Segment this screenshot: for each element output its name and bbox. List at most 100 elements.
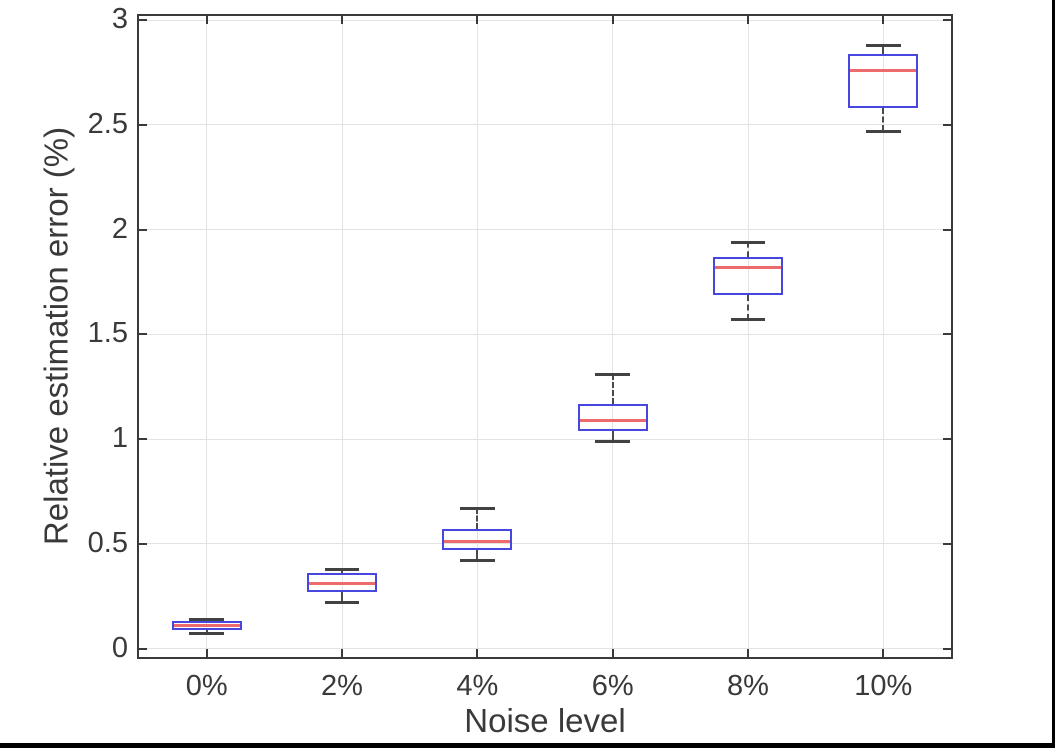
x-tick-top [476,16,479,24]
x-tick-top [611,16,614,24]
box-rect [848,53,919,109]
boxplot-group-10% [139,16,951,657]
box-rect [307,573,377,593]
y-tick-right [943,228,951,231]
whisker-cap-upper [730,240,766,244]
x-tick-label: 4% [456,670,499,702]
x-tick-bottom [205,649,208,657]
x-tick-top [747,16,749,24]
whisker-upper-line [747,242,749,257]
x-gridline [882,16,884,657]
y-gridline [139,648,951,650]
window-frame-bottom [0,743,1055,748]
y-gridline [139,229,951,231]
plot-area [137,14,953,659]
y-tick-left [139,123,147,126]
x-tick-top [341,16,343,24]
y-tick-left [139,19,147,22]
box-rect [713,256,783,295]
median-line [309,582,375,586]
whisker-lower-line [882,108,885,132]
x-tick-label: 0% [185,670,228,702]
y-gridline [139,543,951,545]
x-gridline [341,16,343,657]
box-rect [442,529,513,551]
y-gridline [139,333,951,335]
whisker-lower-line [205,629,208,634]
boxplot-group-2% [139,16,951,657]
median-line [715,265,781,269]
boxplot-group-6% [139,16,951,657]
y-gridline [139,19,951,21]
median-line [579,418,646,422]
whisker-cap-upper [865,43,901,47]
whisker-cap-upper [595,372,631,376]
whisker-lower-line [476,550,479,561]
whisker-cap-lower [189,632,225,636]
whisker-lower-line [747,294,749,320]
y-tick-right [943,19,951,22]
y-tick-labels: 0 0.5 1 1.5 2 2.5 3 [0,5,128,662]
y-gridline [139,124,951,126]
whisker-upper-line [882,45,885,54]
box-rect [577,403,648,431]
y-tick-left [139,647,147,650]
gridline-layer [139,16,951,657]
whisker-lower-line [341,592,343,603]
median-line [850,68,917,72]
x-gridline [476,16,478,657]
y-tick-left [139,542,147,545]
x-tick-label: 6% [591,670,634,702]
x-tick-label: 10% [854,670,913,702]
y-tick-label: 3 [111,3,128,36]
whisker-cap-lower [324,601,360,605]
whisker-cap-lower [459,559,495,563]
whisker-cap-lower [730,318,766,322]
y-tick-left [139,333,147,336]
y-gridline [139,438,951,440]
x-tick-label: 8% [727,670,769,702]
y-tick-label: 2 [111,212,128,245]
x-tick-bottom [747,649,749,657]
tick-layer [139,16,951,657]
box-rect [171,621,242,630]
y-tick-right [943,123,951,126]
window-frame-right [1052,0,1055,748]
boxplot-group-0% [139,16,951,657]
y-tick-label: 2.5 [87,107,128,140]
y-tick-right [943,438,951,441]
y-tick-label: 0.5 [87,526,128,559]
boxplot-group-4% [139,16,951,657]
x-gridline [206,16,208,657]
x-tick-bottom [611,649,614,657]
whisker-cap-lower [595,439,631,443]
boxplot-layer [139,16,951,657]
whisker-upper-line [476,508,479,530]
y-tick-left [139,228,147,231]
y-tick-right [943,333,951,336]
whisker-cap-upper [459,506,495,510]
median-line [173,624,240,628]
x-tick-bottom [341,649,343,657]
x-gridline [612,16,614,657]
y-tick-left [139,438,147,441]
median-line [444,540,511,544]
whisker-cap-upper [189,617,225,621]
whisker-upper-line [341,569,343,574]
y-tick-right [943,542,951,545]
whisker-cap-lower [865,129,901,133]
whisker-lower-line [611,430,614,442]
y-tick-label: 1 [111,422,128,455]
x-tick-top [882,16,885,24]
x-tick-label: 2% [321,670,363,702]
x-tick-bottom [476,649,479,657]
whisker-upper-line [611,374,614,404]
x-gridline [747,16,749,657]
whisker-cap-upper [324,567,360,571]
y-tick-right [943,647,951,650]
y-tick-label: 0 [111,631,128,664]
x-tick-top [205,16,208,24]
x-axis-label: Noise level [464,702,626,739]
x-tick-labels: 0% 2% 4% 6% 8% 10% [139,672,951,706]
